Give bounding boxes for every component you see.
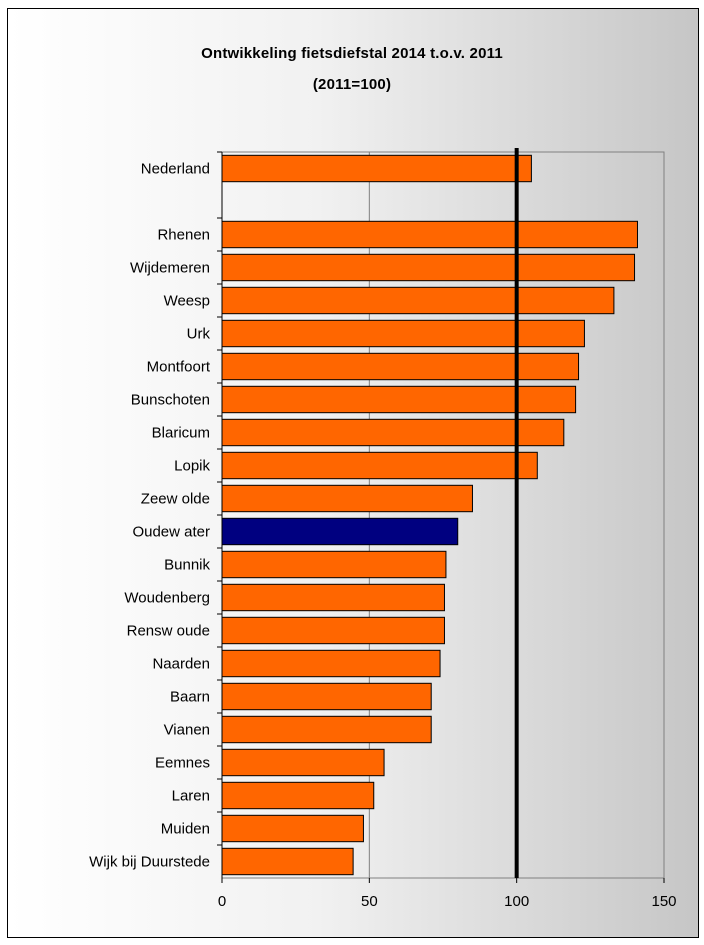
category-label: Weesp <box>164 293 210 310</box>
bar <box>221 220 638 249</box>
category-label: Nederland <box>141 161 210 178</box>
category-label: Oudew ater <box>132 524 210 541</box>
bar <box>221 781 375 810</box>
bar <box>221 616 445 645</box>
x-tick-label: 100 <box>504 893 529 910</box>
bar <box>221 418 565 447</box>
bar <box>221 748 385 777</box>
chart-subtitle: (2011=100) <box>312 76 392 93</box>
bar <box>221 154 532 183</box>
category-label: Wijdemeren <box>130 260 210 277</box>
category-label: Woudenberg <box>124 590 210 607</box>
category-label: Blaricum <box>152 425 210 442</box>
category-label: Vianen <box>164 722 210 739</box>
chart-title: Ontwikkeling fietsdiefstal 2014 t.o.v. 2… <box>201 45 503 62</box>
category-label: Zeew olde <box>141 491 210 508</box>
bar <box>221 715 432 744</box>
bar <box>221 517 459 546</box>
x-tick-label: 150 <box>651 893 676 910</box>
category-label: Rensw oude <box>127 623 210 640</box>
category-label: Urk <box>187 326 211 343</box>
bar <box>221 682 432 711</box>
bar <box>221 583 445 612</box>
category-label: Wijk bij Duurstede <box>89 854 210 871</box>
bar <box>221 814 364 843</box>
bar <box>221 286 615 315</box>
category-label: Bunnik <box>164 557 210 574</box>
chart-title-block: Ontwikkeling fietsdiefstal 2014 t.o.v. 2… <box>0 38 704 100</box>
bar <box>221 847 354 876</box>
category-label: Rhenen <box>157 227 210 244</box>
category-label: Baarn <box>170 689 210 706</box>
category-label: Bunschoten <box>131 392 210 409</box>
category-label: Laren <box>172 788 210 805</box>
category-label: Lopik <box>174 458 210 475</box>
bar <box>221 484 473 513</box>
category-label: Muiden <box>161 821 210 838</box>
category-label: Montfoort <box>147 359 211 376</box>
category-label: Naarden <box>152 656 210 673</box>
bar <box>221 385 577 414</box>
bar <box>221 319 585 348</box>
bar <box>221 451 538 480</box>
bar <box>221 253 636 282</box>
bar <box>221 550 447 579</box>
bar <box>221 649 441 678</box>
x-tick-label: 50 <box>361 893 378 910</box>
x-tick-label: 0 <box>218 893 226 910</box>
category-label: Eemnes <box>155 755 210 772</box>
bar <box>221 352 580 381</box>
